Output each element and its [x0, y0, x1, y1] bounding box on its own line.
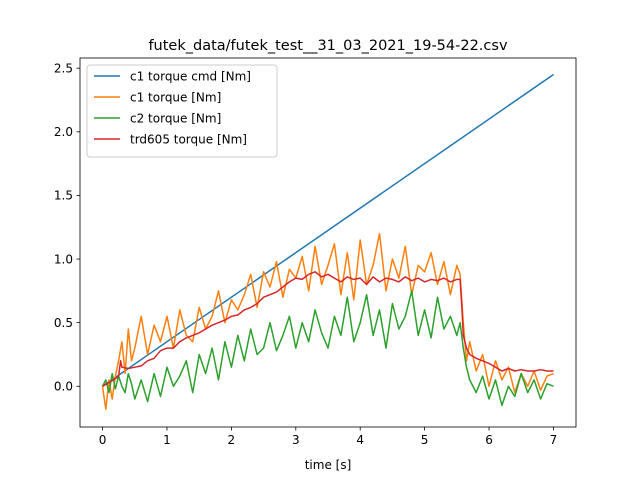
legend-label: c1 torque [Nm]	[130, 90, 221, 104]
x-tick-label: 1	[163, 433, 171, 447]
series-line-1	[102, 73, 554, 387]
series-line-3	[101, 290, 554, 407]
x-tick-label: 2	[228, 433, 236, 447]
series-layer	[101, 73, 554, 410]
y-tick-label: 1.0	[54, 252, 73, 266]
series-line-2	[101, 232, 554, 410]
legend-label: c2 torque [Nm]	[130, 111, 221, 125]
legend: c1 torque cmd [Nm] c1 torque [Nm] c2 torqu…	[86, 64, 278, 158]
x-tick-label: 7	[550, 433, 558, 447]
plot-frame	[79, 57, 577, 428]
x-axis-ticks: 0 1 2 3 4 5 6 7	[99, 427, 558, 447]
chart-title: futek_data/futek_test__31_03_2021_19-54-…	[148, 38, 507, 54]
x-tick-label: 5	[421, 433, 429, 447]
x-axis-label: time [s]	[305, 458, 352, 472]
x-tick-label: 6	[485, 433, 493, 447]
x-tick-label: 3	[292, 433, 300, 447]
y-tick-label: 2.0	[54, 125, 73, 139]
x-tick-label: 4	[356, 433, 364, 447]
legend-box	[86, 64, 278, 158]
y-tick-label: 0.5	[54, 316, 73, 330]
axes-layer	[79, 57, 577, 428]
y-axis-ticks: 0.0 0.5 1.0 1.5 2.0 2.5	[54, 61, 80, 394]
legend-label: trd605 torque [Nm]	[130, 132, 247, 146]
y-tick-label: 2.5	[54, 61, 73, 75]
y-tick-label: 0.0	[54, 380, 73, 394]
legend-label: c1 torque cmd [Nm]	[130, 69, 251, 83]
y-tick-label: 1.5	[54, 189, 73, 203]
x-tick-label: 0	[99, 433, 107, 447]
series-line-4	[102, 271, 554, 387]
